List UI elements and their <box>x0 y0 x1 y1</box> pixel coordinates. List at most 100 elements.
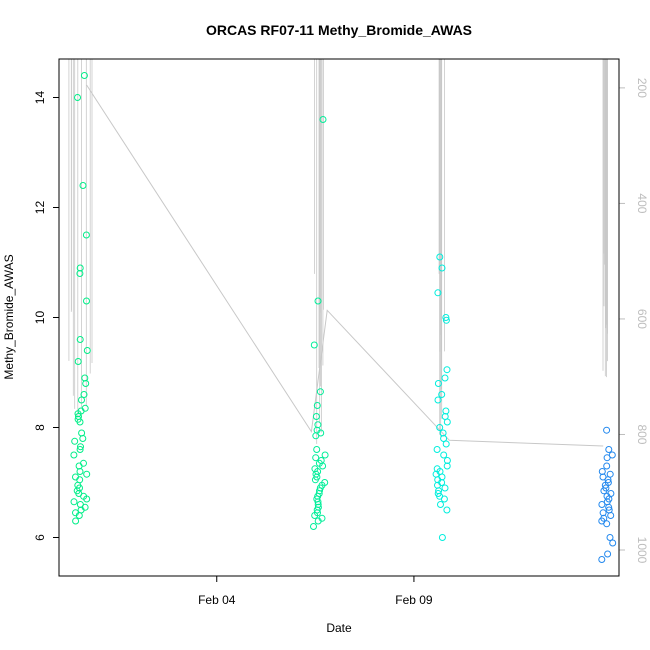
data-point <box>440 451 448 459</box>
data-point <box>319 462 327 470</box>
data-point <box>76 336 84 343</box>
data-point <box>438 264 446 272</box>
data-point <box>310 341 318 349</box>
x-axis-label: Date <box>326 621 352 635</box>
data-point <box>83 297 90 305</box>
data-point <box>75 512 83 519</box>
data-point <box>441 484 449 492</box>
data-point <box>605 503 613 511</box>
data-point <box>313 402 321 409</box>
data-point <box>311 512 319 519</box>
data-point <box>78 429 86 437</box>
data-point <box>443 366 451 374</box>
chart-title: ORCAS RF07-11 Methy_Bromide_AWAS <box>206 22 472 38</box>
data-point <box>75 462 83 470</box>
y2-tick-label: 400 <box>635 193 649 213</box>
data-point <box>78 396 85 404</box>
data-point <box>434 289 442 297</box>
data-point <box>76 468 84 475</box>
y2-tick-label: 600 <box>635 309 649 329</box>
data-point <box>76 446 84 453</box>
data-point <box>313 506 321 514</box>
y2-tick-label: 800 <box>635 424 649 444</box>
data-point <box>310 523 317 530</box>
data-point <box>604 476 612 484</box>
data-point <box>440 495 448 503</box>
data-point <box>606 470 614 478</box>
data-point <box>79 435 87 442</box>
x-tick-label: Feb 09 <box>395 593 433 607</box>
data-point <box>604 550 612 558</box>
y-tick-label: 14 <box>33 91 47 105</box>
axes: 6 8 10 12 14 Feb 04 Feb 09 200 400 600 800 1000 <box>33 78 649 607</box>
data-point <box>316 388 324 396</box>
data-point <box>83 470 91 478</box>
data-points <box>70 72 617 563</box>
data-point <box>438 534 446 541</box>
data-point <box>71 437 79 445</box>
data-point <box>441 374 449 382</box>
data-point <box>74 358 82 365</box>
data-point <box>443 506 451 514</box>
data-point <box>81 374 89 382</box>
data-point <box>598 556 606 563</box>
data-point <box>438 391 446 398</box>
data-point <box>80 459 87 467</box>
data-point <box>83 347 91 354</box>
data-point <box>314 517 322 525</box>
data-point <box>443 462 451 470</box>
y-tick-label: 12 <box>33 201 47 215</box>
data-point <box>82 231 90 239</box>
data-point <box>313 446 321 453</box>
data-point <box>440 435 448 442</box>
data-point <box>83 495 91 503</box>
data-point <box>80 391 88 398</box>
plot-frame <box>58 58 620 577</box>
data-point <box>442 440 450 448</box>
data-point <box>321 451 329 459</box>
data-point <box>605 446 613 453</box>
y-axis-label: Methy_Bromide_AWAS <box>2 254 16 379</box>
data-point <box>436 253 444 261</box>
data-point <box>442 316 450 324</box>
data-point <box>433 446 441 453</box>
data-point <box>76 270 84 277</box>
x-tick-label: Feb 04 <box>198 593 236 607</box>
y2-tick-label: 1000 <box>635 537 649 564</box>
data-point <box>598 501 606 508</box>
y-tick-label: 10 <box>33 311 47 325</box>
data-point <box>82 380 90 387</box>
data-point <box>609 539 617 547</box>
y-tick-label: 8 <box>33 424 47 431</box>
data-point <box>434 396 442 404</box>
data-point <box>319 116 327 123</box>
data-point <box>312 454 320 462</box>
data-point <box>312 432 320 440</box>
data-point <box>436 424 444 431</box>
data-point <box>77 443 84 451</box>
data-point <box>312 413 320 420</box>
data-point <box>443 418 451 426</box>
data-point <box>603 426 611 434</box>
altitude-transit-line <box>86 84 604 447</box>
data-point <box>79 182 87 189</box>
data-point <box>76 418 84 426</box>
data-point <box>606 534 614 541</box>
y2-tick-label: 200 <box>635 78 649 98</box>
data-point <box>311 476 319 484</box>
data-point <box>442 314 450 321</box>
y-tick-label: 6 <box>33 534 47 541</box>
data-point <box>600 487 608 495</box>
data-point <box>70 498 78 506</box>
data-point <box>72 517 80 525</box>
data-point <box>434 380 442 387</box>
altitude-trace <box>68 59 608 447</box>
data-point <box>70 451 78 459</box>
data-point <box>603 454 611 462</box>
data-point <box>603 462 611 470</box>
data-point <box>437 501 444 508</box>
data-point <box>80 72 88 79</box>
data-point <box>314 297 322 305</box>
data-point <box>74 94 81 101</box>
